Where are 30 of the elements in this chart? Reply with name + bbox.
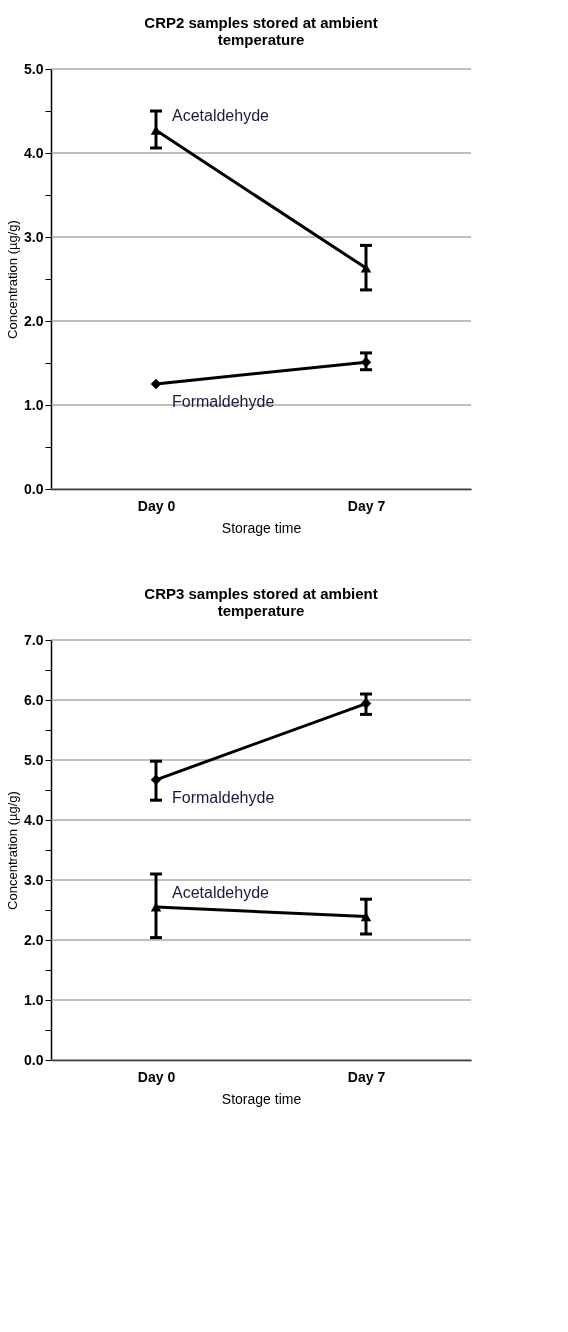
x-axis-title: Storage time — [221, 1090, 302, 1107]
y-tick-label: 5.0 — [24, 60, 44, 77]
series-label: Formaldehyde — [172, 788, 275, 806]
y-tick-label: 3.0 — [24, 228, 44, 245]
series-label: Acetaldehyde — [172, 107, 270, 125]
x-tick-label: Day 0 — [137, 497, 176, 514]
y-tick-label: 3.0 — [24, 871, 44, 888]
point — [150, 378, 162, 390]
series-label: Acetaldehyde — [172, 884, 270, 901]
y-tick-label: 2.0 — [24, 931, 44, 948]
chart-title: CRP2 samples stored at ambient temperature — [144, 14, 378, 48]
point — [360, 698, 372, 709]
y-tick-label: 2.0 — [24, 312, 44, 329]
x-tick-label: Day 0 — [137, 1068, 176, 1085]
x-tick-label: Day 7 — [347, 497, 386, 514]
y-tick-label: 7.0 — [24, 631, 44, 648]
y-tick-label: 6.0 — [24, 691, 44, 708]
x-tick-label: Day 7 — [347, 1068, 386, 1085]
y-tick-label: 1.0 — [24, 991, 44, 1008]
y-tick-label: 4.0 — [24, 144, 44, 161]
y-axis-title: Concentration (µg/g) — [5, 791, 21, 910]
y-tick-label: 5.0 — [24, 751, 44, 768]
y-tick-label: 0.0 — [24, 480, 44, 497]
chart-title: CRP3 samples stored at ambient temperature — [144, 585, 378, 619]
y-tick-label: 4.0 — [24, 811, 44, 828]
series-label: Formaldehyde — [172, 393, 275, 410]
y-tick-label: 1.0 — [24, 396, 44, 413]
y-axis-title: Concentration (µg/g) — [5, 220, 21, 339]
y-tick-label: 0.0 — [24, 1051, 44, 1068]
x-axis-title: Storage time — [221, 519, 302, 536]
